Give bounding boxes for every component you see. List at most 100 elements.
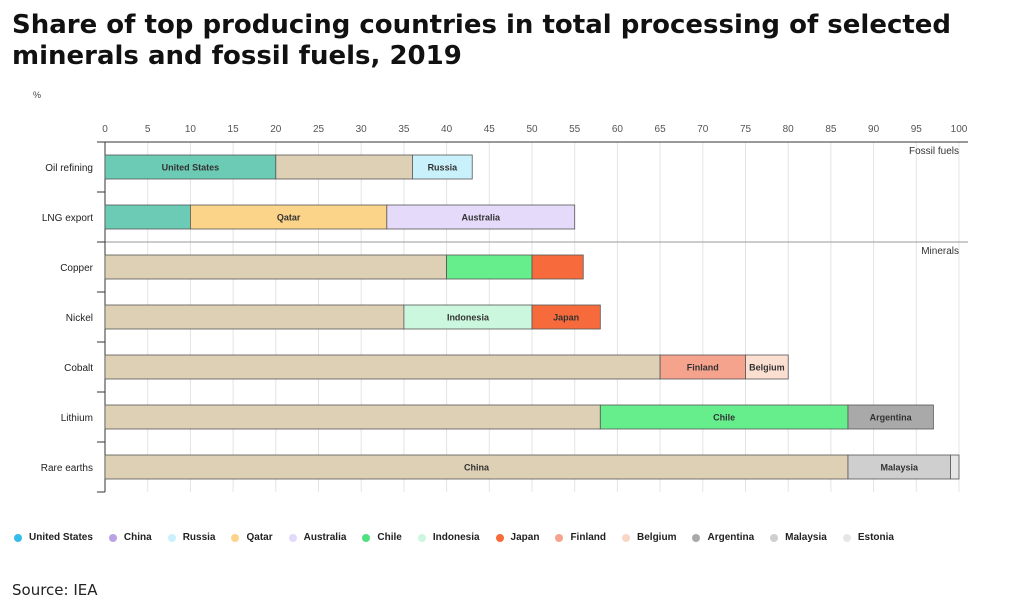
x-tick-label: 95 — [911, 124, 923, 135]
x-tick-label: 65 — [655, 124, 667, 135]
legend-swatch — [167, 533, 176, 542]
x-tick-label: 35 — [398, 124, 410, 135]
legend-label: Belgium — [637, 532, 677, 543]
data-label: Russia — [428, 163, 459, 173]
unit-label: % — [33, 90, 42, 100]
bar-segment — [446, 254, 533, 280]
legend-item: Malaysia — [770, 532, 827, 543]
bar-segment — [104, 354, 661, 380]
bar-segment — [659, 354, 746, 380]
legend-item: United States — [14, 532, 93, 543]
legend-label: Australia — [303, 532, 347, 543]
bar-segment — [847, 454, 951, 480]
data-label: Finland — [687, 363, 719, 373]
x-tick-label: 25 — [313, 124, 325, 135]
legend-item: Finland — [555, 532, 606, 543]
legend-swatch — [495, 533, 504, 542]
legend-item: China — [108, 532, 152, 543]
legend-swatch — [417, 533, 426, 542]
bar-segment — [531, 304, 601, 330]
legend-swatch — [108, 533, 117, 542]
category-label: Oil refining — [45, 163, 93, 174]
x-tick-label: 50 — [526, 124, 538, 135]
source-note: Source: IEA — [12, 581, 98, 599]
legend-swatch — [692, 533, 701, 542]
x-tick-label: 90 — [868, 124, 880, 135]
legend-label: Indonesia — [432, 532, 480, 543]
bar-segment — [412, 154, 473, 180]
group-label-fossil-fuels: Fossil fuels — [909, 146, 959, 157]
bar-segment — [386, 204, 576, 230]
legend-swatch — [288, 533, 297, 542]
x-tick-label: 45 — [484, 124, 496, 135]
category-label: Rare earths — [41, 463, 93, 474]
bar-segment — [104, 254, 448, 280]
legend-label: Qatar — [246, 532, 273, 543]
x-tick-label: 70 — [697, 124, 709, 135]
data-label: United States — [162, 163, 220, 173]
legend-swatch — [362, 533, 371, 542]
legend-label: Argentina — [707, 532, 755, 543]
legend-item: Estonia — [842, 532, 894, 543]
legend: United States China Russia Qatar Australia Ch… — [14, 532, 1014, 543]
legend-swatch — [555, 533, 564, 542]
legend-item: Japan — [495, 532, 540, 543]
data-label: Malaysia — [880, 463, 919, 473]
bar-segment — [745, 354, 789, 380]
legend-label: United States — [29, 532, 93, 543]
legend-item: Russia — [167, 532, 216, 543]
legend-item: Belgium — [622, 532, 676, 543]
legend-label: China — [123, 532, 152, 543]
bar-segment — [104, 404, 601, 430]
x-tick-label: 30 — [356, 124, 368, 135]
legend-item: Indonesia — [417, 532, 480, 543]
bar-segment — [847, 404, 934, 430]
bar-segment — [104, 154, 277, 180]
category-label: Lithium — [61, 413, 93, 424]
bar-segment — [950, 454, 960, 480]
category-label: Nickel — [66, 313, 93, 324]
legend-label: Chile — [377, 532, 402, 543]
chart-title: Share of top producing countries in tota… — [12, 10, 952, 71]
x-tick-label: 10 — [185, 124, 197, 135]
legend-item: Argentina — [692, 532, 754, 543]
legend-swatch — [770, 533, 779, 542]
bar-segment — [104, 304, 405, 330]
data-label: Australia — [462, 213, 502, 223]
legend-item: Australia — [288, 532, 347, 543]
x-tick-label: 80 — [783, 124, 795, 135]
legend-label: Russia — [182, 532, 216, 543]
x-tick-label: 60 — [612, 124, 624, 135]
bar-segment — [275, 154, 413, 180]
legend-label: Malaysia — [785, 532, 827, 543]
data-label: Indonesia — [447, 313, 490, 323]
x-tick-label: 40 — [441, 124, 453, 135]
data-label: Japan — [553, 313, 579, 323]
data-label: Argentina — [870, 413, 913, 423]
x-tick-label: 100 — [951, 124, 968, 135]
x-tick-label: 5 — [145, 124, 151, 135]
legend-label: Finland — [570, 532, 607, 543]
legend-swatch — [622, 533, 631, 542]
legend-label: Japan — [510, 532, 540, 543]
bar-segment — [104, 454, 849, 480]
legend-swatch — [842, 533, 851, 542]
category-label: Copper — [60, 263, 93, 274]
data-label: China — [464, 463, 490, 473]
group-label-minerals: Minerals — [921, 246, 959, 257]
x-tick-label: 20 — [270, 124, 282, 135]
bar-segment — [599, 404, 849, 430]
legend-label: Estonia — [857, 532, 894, 543]
bar-segment — [403, 304, 533, 330]
bar-segment — [531, 254, 584, 280]
category-label: LNG export — [42, 213, 93, 224]
x-tick-label: 15 — [228, 124, 240, 135]
legend-swatch — [231, 533, 240, 542]
x-tick-label: 55 — [569, 124, 581, 135]
chart-canvas: 0 5 10 15 20 25 30 35 40 45 50 55 60 65 70 75 80 85 90 95 10… — [41, 124, 968, 493]
data-label: Chile — [713, 413, 735, 423]
x-tick-label: 85 — [825, 124, 837, 135]
legend-item: Chile — [362, 532, 402, 543]
category-label: Cobalt — [64, 363, 93, 374]
x-tick-label: 75 — [740, 124, 752, 135]
